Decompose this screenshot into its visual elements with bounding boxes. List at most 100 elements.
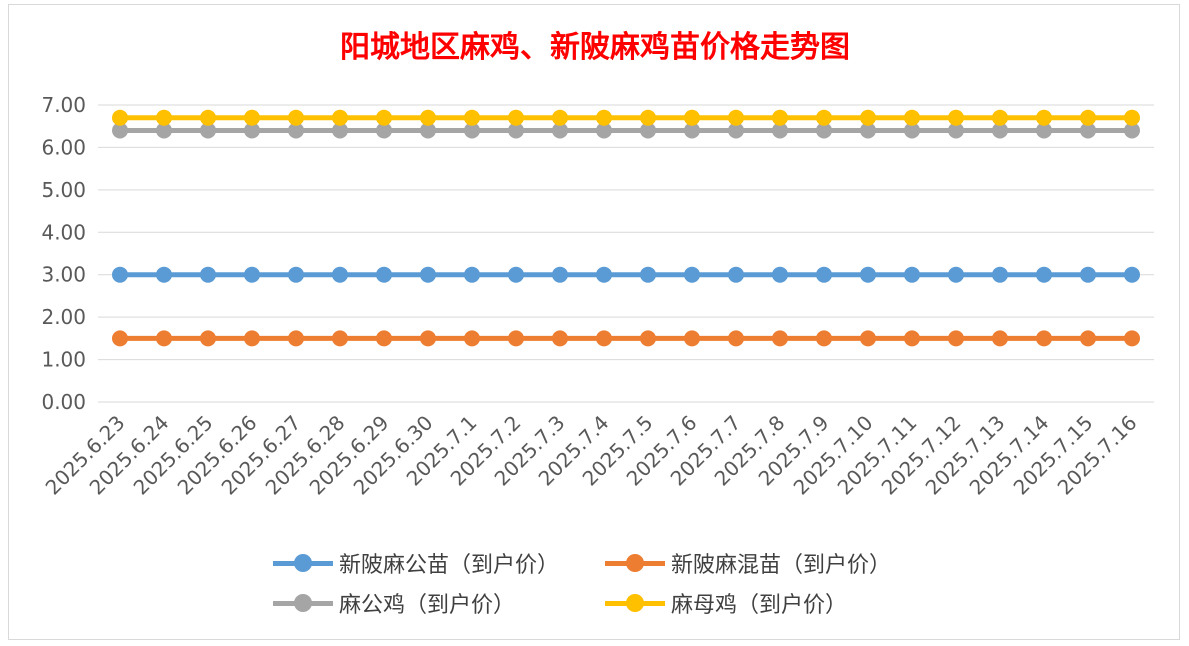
data-point [112, 109, 128, 126]
data-point [1124, 266, 1140, 283]
data-point [464, 109, 480, 126]
y-tick-label: 3.00 [41, 263, 86, 287]
data-point [376, 330, 392, 347]
data-point [288, 266, 304, 283]
data-point [772, 330, 788, 347]
data-point [200, 266, 216, 283]
legend-label: 麻母鸡（到户价） [671, 593, 848, 618]
data-point [420, 266, 436, 283]
data-point [420, 122, 436, 139]
data-point [596, 122, 612, 139]
data-point [112, 122, 128, 139]
legend-swatch [273, 593, 333, 613]
data-point [1080, 122, 1096, 139]
data-point [904, 330, 920, 347]
data-point [992, 122, 1008, 139]
data-point [948, 109, 964, 126]
data-point [112, 330, 128, 347]
data-point [772, 122, 788, 139]
data-point [1080, 109, 1096, 126]
legend-swatch [273, 553, 333, 573]
data-point [948, 266, 964, 283]
data-point [948, 330, 964, 347]
data-point [816, 330, 832, 347]
data-point [332, 266, 348, 283]
legend-item-hen: 麻母鸡（到户价） [605, 587, 847, 619]
data-point [1124, 109, 1140, 126]
chart-title: 阳城地区麻鸡、新陂麻鸡苗价格走势图 [340, 30, 850, 65]
data-point [1036, 109, 1052, 126]
chart-area: 阳城地区麻鸡、新陂麻鸡苗价格走势图 0.00 1.00 2.00 3.00 4.00 5.… [8, 4, 1180, 640]
x-axis-ticks: 2025.6.232025.6.242025.6.252025.6.262025… [41, 411, 1142, 500]
y-tick-label: 7.00 [41, 93, 86, 117]
data-point [860, 330, 876, 347]
data-point [332, 330, 348, 347]
data-point [376, 266, 392, 283]
data-point [1124, 122, 1140, 139]
legend-marker [294, 554, 312, 572]
data-point [244, 330, 260, 347]
data-point [904, 266, 920, 283]
y-tick-label: 0.00 [41, 390, 86, 414]
data-point [244, 109, 260, 126]
data-point [332, 122, 348, 139]
data-point [860, 109, 876, 126]
data-point [816, 266, 832, 283]
data-point [684, 109, 700, 126]
data-point [200, 109, 216, 126]
data-point [1036, 266, 1052, 283]
data-point [1036, 122, 1052, 139]
data-point [420, 109, 436, 126]
series-3 [112, 109, 1140, 126]
data-point [508, 122, 524, 139]
data-point [332, 109, 348, 126]
data-point [156, 266, 172, 283]
data-point [1080, 330, 1096, 347]
legend-label: 新陂麻公苗（到户价） [339, 553, 560, 578]
line-chart: 阳城地区麻鸡、新陂麻鸡苗价格走势图 0.00 1.00 2.00 3.00 4.00 5.… [41, 30, 1154, 500]
data-point [1080, 266, 1096, 283]
gridlines [98, 104, 1154, 403]
data-point [596, 330, 612, 347]
data-point [992, 109, 1008, 126]
data-point [772, 266, 788, 283]
data-point [288, 122, 304, 139]
data-point [420, 330, 436, 347]
data-point [992, 266, 1008, 283]
data-point [200, 330, 216, 347]
data-point [1036, 330, 1052, 347]
legend-swatch [605, 553, 665, 573]
data-point [508, 266, 524, 283]
data-point [1124, 330, 1140, 347]
data-point [596, 266, 612, 283]
data-point [156, 109, 172, 126]
series-0 [112, 266, 1140, 283]
data-point [464, 266, 480, 283]
data-point [244, 122, 260, 139]
legend-label: 麻公鸡（到户价） [339, 593, 516, 618]
data-point [772, 109, 788, 126]
data-point [684, 266, 700, 283]
y-tick-label: 2.00 [41, 305, 86, 329]
data-point [508, 330, 524, 347]
data-point [640, 330, 656, 347]
data-point [728, 109, 744, 126]
series-1 [112, 330, 1140, 347]
legend-item-xinpi-mixed-chick: 新陂麻混苗（到户价） [605, 547, 891, 579]
data-point [156, 330, 172, 347]
data-point [992, 330, 1008, 347]
y-tick-label: 4.00 [41, 220, 86, 244]
data-point [156, 122, 172, 139]
data-point [112, 266, 128, 283]
y-tick-label: 1.00 [41, 348, 86, 372]
data-point [288, 330, 304, 347]
y-tick-label: 6.00 [41, 135, 86, 159]
data-point [904, 122, 920, 139]
legend-label: 新陂麻混苗（到户价） [671, 553, 892, 578]
y-axis-ticks: 0.00 1.00 2.00 3.00 4.00 5.00 6.00 7.00 [41, 93, 86, 414]
data-point [376, 109, 392, 126]
data-point [640, 266, 656, 283]
series-group [112, 109, 1140, 347]
legend-item-xinpi-male-chick: 新陂麻公苗（到户价） [273, 547, 559, 579]
data-point [728, 330, 744, 347]
